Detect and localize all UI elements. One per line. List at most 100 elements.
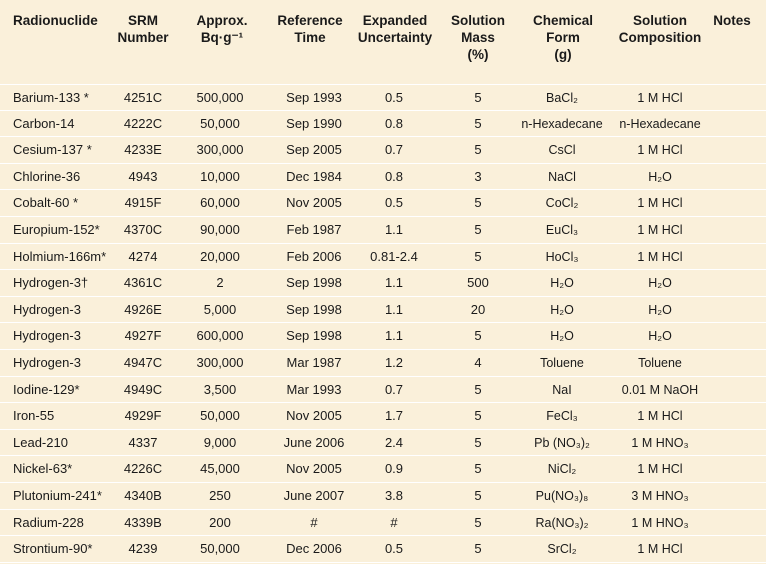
table-row: Hydrogen-3 4947C 300,000 Mar 1987 1.2 4 Toluen… xyxy=(0,350,766,377)
cell-uncertainty: 0.8 xyxy=(384,168,404,184)
cell-solution-mass: 3 xyxy=(474,168,482,184)
cell-reference-time: Dec 1984 xyxy=(286,168,342,184)
table-row: Hydrogen-3 4927F 600,000 Sep 1998 1.1 5 H₂O H₂O xyxy=(0,323,766,350)
cell-solution-composition: H₂O xyxy=(648,276,672,291)
cell-radionuclide: Nickel-63* xyxy=(13,461,73,477)
cell-reference-time: Mar 1993 xyxy=(286,381,342,397)
cell-solution-mass: 4 xyxy=(474,354,482,370)
cell-activity: 2 xyxy=(216,275,224,291)
header-chemical-form: Chemical Form (g) xyxy=(532,13,594,62)
cell-reference-time: Sep 1998 xyxy=(286,301,342,317)
cell-chemical-form: Pu(NO₃)₈ xyxy=(535,488,589,503)
cell-solution-composition: 0.01 M NaOH xyxy=(621,382,699,397)
cell-srm-number: 4915F xyxy=(124,195,162,211)
cell-radionuclide: Strontium-90* xyxy=(13,541,93,557)
cell-uncertainty: 1.2 xyxy=(384,354,404,370)
cell-srm-number: 4927F xyxy=(124,328,162,344)
cell-srm-number: 4274 xyxy=(128,248,158,264)
cell-uncertainty: 3.8 xyxy=(384,487,404,503)
cell-solution-composition: H₂O xyxy=(648,302,672,317)
cell-uncertainty: 1.1 xyxy=(384,328,404,344)
table-row: Lead-210 4337 9,000 June 2006 2.4 5 Pb (NO₃)₂ 1… xyxy=(0,430,766,457)
table-row: Radium-228 4339B 200 # #5 Ra(NO₃)₂ 1 M HNO₃ xyxy=(0,510,766,537)
cell-activity: 200 xyxy=(209,514,231,530)
cell-srm-number: 4222C xyxy=(123,115,163,131)
cell-radionuclide: Iodine-129* xyxy=(13,381,80,397)
cell-solution-mass: 5 xyxy=(474,221,482,237)
header-notes: Notes xyxy=(713,13,751,28)
cell-solution-composition: 3 M HNO₃ xyxy=(631,488,689,503)
cell-activity: 300,000 xyxy=(196,142,244,158)
table-header: Radionuclide SRM Number Approx. Bq·g⁻¹ R… xyxy=(0,0,766,84)
cell-srm-number: 4226C xyxy=(123,461,163,477)
cell-radionuclide: Barium-133 * xyxy=(13,90,89,105)
cell-activity: 250 xyxy=(209,487,231,503)
cell-solution-mass: 20 xyxy=(470,301,486,317)
cell-chemical-form: BaCl₂ xyxy=(546,91,578,105)
cell-radionuclide: Hydrogen-3 xyxy=(13,328,81,344)
cell-chemical-form: CoCl₂ xyxy=(545,196,579,211)
cell-reference-time: Feb 1987 xyxy=(286,221,342,237)
header-srm-number: SRM Number xyxy=(117,13,169,45)
cell-solution-mass: 500 xyxy=(467,275,489,291)
cell-chemical-form: Pb (NO₃)₂ xyxy=(534,435,590,450)
cell-solution-mass: 5 xyxy=(474,381,482,397)
table-row: Nickel-63* 4226C 45,000 Nov 2005 0.9 5 NiCl₂ 1 … xyxy=(0,456,766,483)
cell-srm-number: 4233E xyxy=(124,142,162,158)
cell-activity: 90,000 xyxy=(200,221,240,237)
cell-uncertainty: 0.81-2.4 xyxy=(370,248,418,264)
cell-reference-time: Nov 2005 xyxy=(286,408,342,424)
table-row: Plutonium-241* 4340B 250 June 2007 3.8 5 Pu(NO… xyxy=(0,483,766,510)
table-row: Iron-55 4929F 50,000 Nov 2005 1.7 5 FeCl₃ 1 M H… xyxy=(0,403,766,430)
cell-activity: 60,000 xyxy=(200,195,240,211)
cell-reference-time: Sep 1998 xyxy=(286,328,342,344)
cell-chemical-form: n-Hexadecane xyxy=(521,116,603,131)
cell-solution-mass: 5 xyxy=(474,115,482,131)
cell-radionuclide: Hydrogen-3 xyxy=(13,354,81,370)
cell-uncertainty: 1.1 xyxy=(384,301,404,317)
cell-solution-composition: H₂O xyxy=(648,169,672,184)
header-solution-composition: Solution Composition xyxy=(618,13,702,45)
cell-activity: 50,000 xyxy=(200,408,240,424)
cell-srm-number: 4949C xyxy=(123,381,163,397)
cell-reference-time: Dec 2006 xyxy=(286,541,342,557)
table-body: Barium-133 * 4251C 500,000 Sep 1993 0.5 5 BaCl… xyxy=(0,84,766,563)
cell-solution-composition: Toluene xyxy=(638,355,682,370)
cell-reference-time: June 2007 xyxy=(283,487,345,503)
cell-srm-number: 4337 xyxy=(128,434,158,450)
cell-solution-composition: n-Hexadecane xyxy=(619,116,701,131)
cell-activity: 50,000 xyxy=(200,541,240,557)
table-row: Europium-152* 4370C 90,000 Feb 1987 1.1 5 EuCl… xyxy=(0,217,766,244)
cell-solution-composition: 1 M HCl xyxy=(637,222,683,237)
cell-radionuclide: Carbon-14 xyxy=(13,115,75,131)
cell-radionuclide: Cobalt-60 * xyxy=(13,195,79,211)
cell-reference-time: June 2006 xyxy=(283,434,345,450)
cell-srm-number: 4340B xyxy=(124,487,162,503)
cell-chemical-form: H₂O xyxy=(550,329,574,344)
cell-radionuclide: Lead-210 xyxy=(13,434,68,450)
table-row: Hydrogen-3 4926E 5,000 Sep 1998 1.1 20 H₂O H₂O xyxy=(0,297,766,324)
cell-activity: 3,500 xyxy=(203,381,237,397)
cell-uncertainty: 1.7 xyxy=(384,408,404,424)
cell-radionuclide: Cesium-137 * xyxy=(13,142,92,158)
table-row: Holmium-166m* 4274 20,000 Feb 2006 0.81-2.4 5… xyxy=(0,244,766,271)
cell-reference-time: # xyxy=(310,514,318,530)
cell-srm-number: 4929F xyxy=(124,408,162,424)
cell-chemical-form: H₂O xyxy=(550,302,574,317)
cell-chemical-form: H₂O xyxy=(550,276,574,291)
cell-srm-number: 4926E xyxy=(124,301,162,317)
cell-chemical-form: Toluene xyxy=(540,355,584,370)
cell-solution-mass: 5 xyxy=(474,514,482,530)
cell-reference-time: Sep 2005 xyxy=(286,142,342,158)
table-row: Strontium-90* 4239 50,000 Dec 2006 0.5 5 SrCl₂… xyxy=(0,536,766,563)
cell-solution-mass: 5 xyxy=(474,487,482,503)
cell-uncertainty: 1.1 xyxy=(384,221,404,237)
cell-reference-time: Mar 1987 xyxy=(286,354,342,370)
cell-solution-composition: 1 M HCl xyxy=(637,249,683,264)
cell-solution-composition: 1 M HCl xyxy=(637,91,683,105)
cell-activity: 9,000 xyxy=(203,434,237,450)
cell-solution-mass: 5 xyxy=(474,248,482,264)
cell-radionuclide: Chlorine-36 xyxy=(13,168,81,184)
header-solution-mass: Solution Mass (%) xyxy=(451,13,505,62)
cell-solution-mass: 5 xyxy=(474,142,482,158)
